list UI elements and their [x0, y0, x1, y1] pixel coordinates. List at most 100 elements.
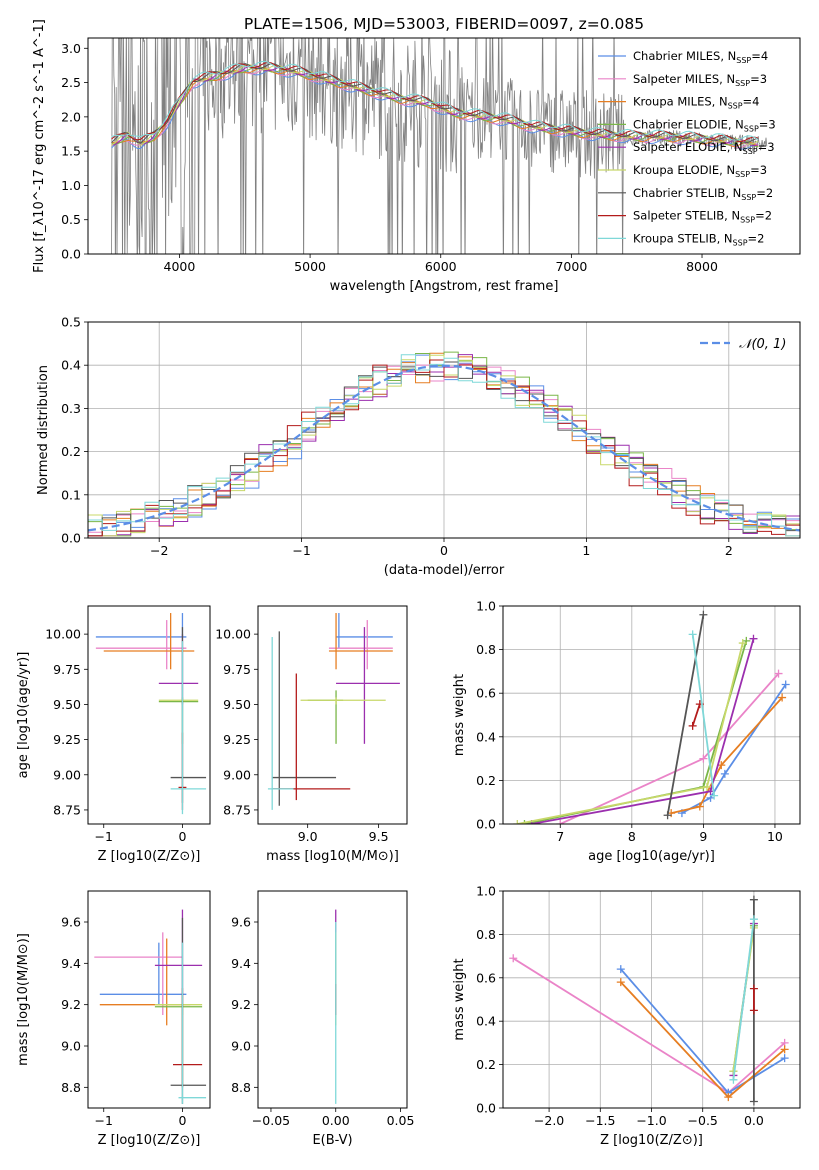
y-tick-label: 9.6	[61, 915, 81, 930]
mass-weight-point	[699, 754, 708, 763]
axes-frame	[87, 890, 211, 1109]
axes: 9.0 9.5 8.75 9.00 9.25 9.50 9.75 10.00 mass [log…	[215, 605, 408, 864]
y-tick-label: 9.2	[231, 997, 251, 1012]
legend-model-name: Kroupa STELIB	[633, 231, 717, 245]
y-tick-label: 0.6	[476, 686, 496, 701]
mass-weight-point	[663, 811, 672, 820]
x-tick-label: −2.0	[534, 1113, 564, 1128]
x-tick-label: 9	[699, 829, 707, 844]
plot-area	[88, 351, 800, 537]
legend-nssp-value: =3	[758, 140, 775, 154]
legend-model-name: Kroupa MILES	[633, 95, 712, 109]
mass-weight-line	[517, 642, 744, 824]
model-spectrum-line	[111, 68, 759, 149]
mass-weight-point	[695, 802, 704, 811]
x-tick-label: 9.5	[369, 829, 389, 844]
x-axis-label: wavelength [Angstrom, rest frame]	[330, 279, 559, 294]
y-tick-label: 9.4	[61, 956, 81, 971]
axes: −2 −1 0 1 2 0.0 0.1 0.2 0.3 0.4 0.5 (data-model)/er…	[36, 315, 801, 578]
x-axis-label: Z [log10(Z/Z⊙)]	[98, 1133, 201, 1148]
x-tick-label: 1	[582, 543, 590, 558]
legend-model-name: Salpeter ELODIE	[633, 140, 727, 154]
mass-weight-line	[691, 703, 701, 727]
mass-weight-point	[780, 1054, 789, 1063]
axes-frame	[257, 890, 408, 1109]
x-axis-label: E(B-V)	[312, 1133, 352, 1148]
y-tick-label: 0.6	[476, 970, 496, 985]
y-tick-label: 1.0	[476, 599, 496, 614]
legend-nssp-label: , N	[719, 163, 735, 177]
y-tick-label: 0.4	[476, 729, 496, 744]
mass-vs-ebv-panel: −0.05 0.00 0.05 8.8 9.0 9.2 9.4 9.6 E(B-V)	[231, 890, 415, 1148]
y-tick-label: 0.8	[476, 927, 496, 942]
x-tick-label: 2	[725, 543, 733, 558]
legend-nssp-subscript: SSP	[728, 102, 743, 111]
x-tick-label: 8	[628, 829, 636, 844]
x-tick-label: −0.05	[252, 1113, 290, 1128]
x-tick-label: 0.05	[387, 1113, 415, 1128]
mass-weight-vs-age-panel: 7 8 9 10 0.0 0.2 0.4 0.6 0.8 1.0 age [log10(age/yr…	[452, 599, 801, 864]
mass-weight-point	[513, 820, 522, 824]
x-tick-label: 0	[178, 1113, 186, 1128]
y-tick-label: 9.00	[53, 767, 81, 782]
y-tick-label: 9.75	[223, 662, 251, 677]
mass-weight-line	[671, 696, 783, 814]
legend-model-name: Chabrier MILES	[633, 49, 720, 63]
axes: −1 0 8.75 9.00 9.25 9.50 9.75 10.00 Z [log10(Z/Z…	[16, 605, 211, 864]
legend-entry: Salpeter STELIB, NSSP=2	[633, 209, 772, 225]
y-tick-label: 0.5	[61, 212, 81, 227]
legend-nssp-value: =4	[743, 95, 760, 109]
y-tick-label: 9.00	[223, 767, 251, 782]
legend-nssp-label: , N	[719, 72, 735, 86]
axes: −2.0 −1.5 −1.0 −0.5 0.0 0.0 0.2 0.4 0.6 0.8 1.0 Z […	[452, 884, 801, 1148]
legend-entry: Kroupa STELIB, NSSP=2	[633, 231, 764, 247]
residual-histogram-step	[88, 359, 800, 537]
y-tick-label: 0.4	[476, 1014, 496, 1029]
y-tick-label: 0.4	[61, 358, 81, 373]
y-tick-label: 9.75	[53, 662, 81, 677]
legend-nssp-subscript: SSP	[744, 124, 759, 133]
model-spectrum-line	[111, 60, 759, 141]
age-vs-metallicity-panel: −1 0 8.75 9.00 9.25 9.50 9.75 10.00 Z [log10(Z/Z…	[16, 605, 211, 864]
y-tick-label: 9.25	[53, 732, 81, 747]
legend-nssp-label: , N	[712, 95, 728, 109]
y-axis-label: mass [log10(M/M⊙)]	[16, 933, 31, 1066]
mass-weight-line	[524, 640, 748, 824]
legend-entry: Chabrier ELODIE, NSSP=3	[633, 117, 776, 133]
plot-area	[509, 895, 789, 1106]
legend-nssp-subscript: SSP	[743, 147, 758, 156]
mass-weight-point	[749, 1006, 758, 1015]
y-tick-label: 8.8	[231, 1080, 251, 1095]
y-tick-label: 2.0	[61, 109, 81, 124]
y-tick-label: 0.2	[476, 1057, 496, 1072]
x-axis-label: (data-model)/error	[384, 563, 505, 578]
y-axis-label: Normed distribution	[36, 365, 51, 495]
legend-nssp-label: , N	[727, 140, 743, 154]
mass-weight-line	[691, 634, 715, 796]
legend-nssp-subscript: SSP	[736, 56, 751, 65]
y-tick-label: 10.00	[45, 627, 81, 642]
y-tick-label: 9.0	[231, 1039, 251, 1054]
y-axis-label: mass weight	[452, 958, 467, 1040]
x-tick-label: 4000	[164, 259, 196, 274]
mass-weight-point	[778, 693, 787, 702]
axes-frame	[87, 605, 211, 825]
y-axis-label: mass weight	[452, 674, 467, 756]
axes-frame	[502, 605, 801, 825]
mass-weight-point	[749, 984, 758, 993]
residuals-panel: −2 −1 0 1 2 0.0 0.1 0.2 0.3 0.4 0.5 (data-model)/er…	[36, 315, 801, 578]
mass-weight-point	[688, 721, 697, 730]
x-tick-label: −1.5	[585, 1113, 615, 1128]
gaussian-reference-curve	[88, 364, 800, 532]
y-tick-label: 1.5	[61, 144, 81, 159]
mass-weight-line	[732, 919, 755, 1080]
mass-weight-point	[616, 965, 625, 974]
y-tick-label: 1.0	[61, 178, 81, 193]
legend-model-name: Chabrier STELIB	[633, 186, 725, 200]
mass-weight-point	[749, 634, 758, 643]
x-axis-label: mass [log10(M/M⊙)]	[266, 849, 399, 864]
mass-weight-point	[729, 1075, 738, 1084]
model-spectrum-line	[111, 66, 759, 147]
